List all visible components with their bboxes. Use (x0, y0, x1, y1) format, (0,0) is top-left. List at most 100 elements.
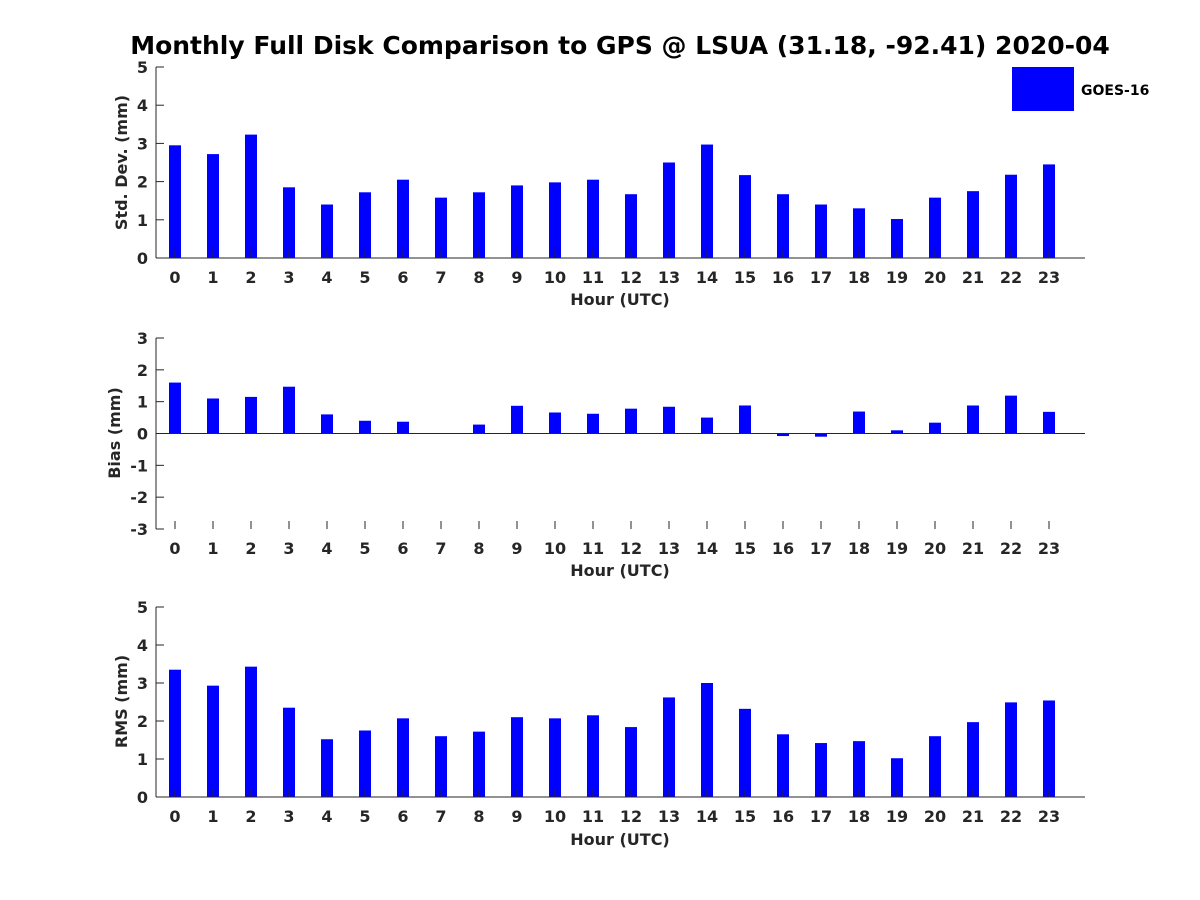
y-tick-label: 1 (137, 393, 148, 412)
bar-hour-11 (587, 715, 599, 797)
bar-hour-3 (283, 707, 295, 797)
bar-hour-4 (321, 739, 333, 797)
bar-hour-6 (397, 421, 409, 434)
x-tick-label: 0 (169, 539, 180, 558)
x-tick-label: 19 (886, 807, 908, 826)
x-tick-label: 7 (435, 268, 446, 287)
bar-hour-6 (397, 179, 409, 258)
y-axis-label: Std. Dev. (mm) (112, 95, 131, 230)
x-tick-label: 6 (397, 539, 408, 558)
x-tick-label: 0 (169, 268, 180, 287)
x-axis-label: Hour (UTC) (570, 561, 670, 580)
x-tick-label: 22 (1000, 539, 1022, 558)
bar-hour-11 (587, 179, 599, 258)
bar-hour-22 (1005, 702, 1017, 797)
x-tick-label: 13 (658, 539, 680, 558)
bar-hour-1 (207, 685, 219, 797)
x-tick-label: 2 (245, 539, 256, 558)
x-tick-label: 9 (511, 539, 522, 558)
bar-hour-5 (359, 730, 371, 797)
x-tick-label: 12 (620, 807, 642, 826)
bar-hour-2 (245, 666, 257, 797)
bar-hour-5 (359, 420, 371, 434)
bar-hour-14 (701, 683, 713, 797)
bar-hour-12 (625, 727, 637, 797)
y-tick-label: 3 (137, 134, 148, 153)
y-tick-label: -1 (130, 456, 148, 475)
bar-hour-12 (625, 194, 637, 258)
x-tick-label: 6 (397, 268, 408, 287)
bar-hour-0 (169, 145, 181, 258)
bar-hour-18 (853, 411, 865, 434)
x-tick-label: 15 (734, 807, 756, 826)
y-tick-label: 1 (137, 211, 148, 230)
x-tick-label: 6 (397, 807, 408, 826)
bar-hour-8 (473, 192, 485, 258)
bar-hour-1 (207, 154, 219, 258)
x-tick-label: 18 (848, 268, 870, 287)
x-tick-label: 4 (321, 268, 332, 287)
x-tick-label: 23 (1038, 539, 1060, 558)
x-tick-label: 1 (207, 807, 218, 826)
bar-hour-8 (473, 424, 485, 434)
bar-hour-17 (815, 743, 827, 797)
bar-hour-10 (549, 182, 561, 258)
bar-hour-11 (587, 413, 599, 434)
y-axis-label: RMS (mm) (112, 655, 131, 748)
bar-hour-0 (169, 669, 181, 797)
x-tick-label: 0 (169, 807, 180, 826)
x-tick-label: 14 (696, 807, 718, 826)
x-tick-label: 1 (207, 539, 218, 558)
bar-hour-23 (1043, 411, 1055, 434)
x-tick-label: 8 (473, 807, 484, 826)
x-tick-label: 23 (1038, 268, 1060, 287)
bar-hour-19 (891, 219, 903, 258)
bar-hour-18 (853, 208, 865, 258)
y-tick-label: 3 (137, 329, 148, 348)
bar-hour-18 (853, 741, 865, 797)
bar-hour-16 (777, 734, 789, 797)
x-tick-label: 17 (810, 268, 832, 287)
y-tick-label: 0 (137, 249, 148, 268)
bar-hour-12 (625, 408, 637, 434)
x-tick-label: 2 (245, 268, 256, 287)
x-tick-label: 18 (848, 539, 870, 558)
y-tick-label: -2 (130, 488, 148, 507)
bar-hour-14 (701, 144, 713, 258)
y-tick-label: 4 (137, 96, 148, 115)
x-tick-label: 12 (620, 539, 642, 558)
bar-hour-13 (663, 697, 675, 797)
x-tick-label: 5 (359, 807, 370, 826)
bar-hour-2 (245, 396, 257, 434)
x-tick-label: 12 (620, 268, 642, 287)
bar-hour-17 (815, 204, 827, 258)
bar-hour-7 (435, 197, 447, 258)
y-tick-label: 0 (137, 788, 148, 807)
x-tick-label: 14 (696, 268, 718, 287)
x-tick-label: 21 (962, 807, 984, 826)
y-tick-label: 0 (137, 425, 148, 444)
bar-hour-9 (511, 405, 523, 434)
x-tick-label: 3 (283, 539, 294, 558)
x-tick-label: 3 (283, 268, 294, 287)
bar-hour-21 (967, 191, 979, 258)
x-tick-label: 10 (544, 807, 566, 826)
x-tick-label: 10 (544, 268, 566, 287)
x-tick-label: 16 (772, 268, 794, 287)
x-axis-label: Hour (UTC) (570, 290, 670, 309)
bar-hour-23 (1043, 164, 1055, 258)
x-tick-label: 14 (696, 539, 718, 558)
bar-hour-6 (397, 718, 409, 797)
x-tick-label: 23 (1038, 807, 1060, 826)
x-tick-label: 11 (582, 539, 604, 558)
x-tick-label: 20 (924, 807, 946, 826)
x-tick-label: 10 (544, 539, 566, 558)
bar-hour-15 (739, 708, 751, 797)
bar-hour-19 (891, 430, 903, 434)
bar-hour-8 (473, 731, 485, 797)
legend: GOES-16 (1012, 67, 1149, 111)
bar-hour-5 (359, 192, 371, 258)
bar-hour-3 (283, 386, 295, 434)
